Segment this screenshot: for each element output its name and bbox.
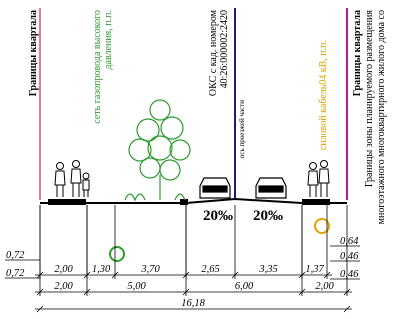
dimension-label: 3,35 — [258, 264, 277, 275]
curb — [180, 199, 188, 205]
dimension-label: 2,00 — [54, 264, 73, 275]
dimension-label: 0,46 — [340, 269, 359, 280]
dimension-label: 1,37 — [305, 264, 324, 275]
cars — [200, 178, 286, 198]
right-boundary-label: Границы квартала — [352, 10, 363, 96]
dimension-label: 6,00 — [235, 281, 254, 292]
zone-label: Границы зоны планируемого размещения — [364, 10, 375, 188]
dimension-label: 2,65 — [201, 264, 219, 275]
zone-label: многоэтажного многоквартирного жилого до… — [376, 10, 387, 224]
gas-label: сеть газопровода высокого — [92, 10, 103, 124]
axis-label: ось проезжей части — [238, 100, 246, 159]
tree — [125, 100, 190, 200]
cable-label: силовой кабель04 кВ, п.п. — [318, 40, 329, 150]
slope: 20‰ — [253, 208, 283, 224]
left-boundary-label: Границы квартала — [28, 10, 39, 96]
oks-label: 40:26:000002:2420 — [219, 10, 230, 88]
dimension-label: 0,72 — [6, 268, 25, 279]
oks-label: ОКС с кад. номером — [208, 9, 219, 96]
dimension-label: 0,46 — [340, 251, 359, 262]
dimension-label: 0,72 — [6, 250, 25, 261]
gas-pipe — [110, 247, 124, 261]
dimension-label: 16,18 — [181, 298, 205, 309]
sidewalk — [302, 199, 330, 205]
dimension-label: 2,00 — [54, 281, 73, 292]
slope: 20‰ — [203, 208, 233, 224]
dimension-label: 3,70 — [140, 264, 160, 275]
gas-label: давления, п.п. — [103, 10, 114, 70]
dimension-label: 5,00 — [127, 281, 146, 292]
ground — [40, 199, 347, 203]
sidewalk — [48, 199, 86, 205]
cross-section: Границы квартала сеть газопровода высоко… — [0, 0, 395, 319]
dimension-label: 0,64 — [340, 236, 359, 247]
dimension-label: 1,30 — [92, 264, 111, 275]
pedestrians — [55, 161, 329, 198]
dimension-label: 2,00 — [315, 281, 334, 292]
